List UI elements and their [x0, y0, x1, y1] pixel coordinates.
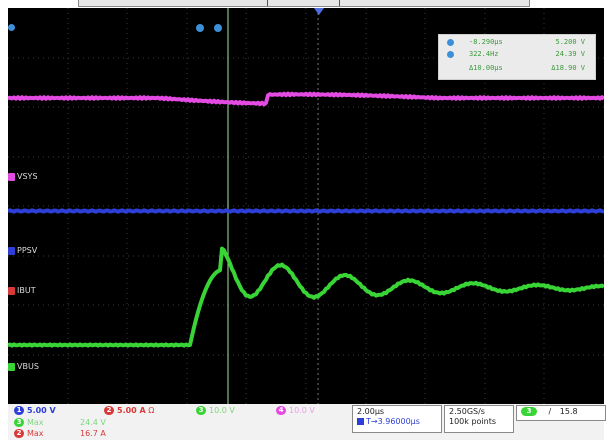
- ch3-scale-readout[interactable]: 3 10.0 V: [196, 406, 235, 415]
- measurement-2-value: 16.7 A: [80, 429, 106, 438]
- cursor-a-marker[interactable]: [196, 24, 204, 32]
- ch2-badge: 2: [104, 406, 114, 415]
- ch4-scale: 10.0 V: [289, 406, 315, 415]
- acquisition-readout[interactable]: 2.50GS/s 100k points: [444, 405, 514, 433]
- trigger-position-marker[interactable]: [314, 8, 324, 15]
- cursor-delta-time: Δ10.00µs: [469, 64, 503, 72]
- ch2-indicator-icon: [8, 286, 15, 295]
- sample-rate: 2.50GS/s: [449, 407, 485, 416]
- timebase-position-icon: [357, 418, 364, 425]
- cursor-a-value: 5.200 V: [555, 38, 585, 46]
- ch2-scale: 5.00 A: [117, 406, 146, 415]
- trigger-level: 15.8: [559, 407, 578, 416]
- ch1-indicator-icon: [8, 246, 15, 255]
- ch1-waveform-ppsv: [8, 208, 604, 214]
- ch3-scale: 10.0 V: [209, 406, 235, 415]
- cursor-readout-panel[interactable]: -8.290µs 5.200 V 322.4Hz 24.39 V Δ10.00µ…: [438, 34, 596, 80]
- trigger-readout[interactable]: 3 / 15.8: [516, 405, 606, 421]
- cursor-b-marker[interactable]: [214, 24, 222, 32]
- measurement-2-badge: 2: [14, 429, 24, 438]
- cursor-a-icon: [447, 38, 454, 46]
- ch2-termination-flag: Ω: [148, 406, 155, 415]
- cursor-readout-row-1: -8.290µs 5.200 V: [447, 37, 591, 48]
- vsys-label-text: VSYS: [17, 172, 38, 181]
- trigger-source-badge: 3: [521, 407, 537, 416]
- ch3-waveform-ibut: [8, 246, 604, 348]
- measurement-2-label: Max: [27, 429, 44, 438]
- timebase-readout[interactable]: 2.00µs T→3.96000µs: [352, 405, 442, 433]
- cursor-readout-row-2: 322.4Hz 24.39 V: [447, 49, 591, 60]
- ch3-badge: 3: [196, 406, 206, 415]
- cursor-b-time: 322.4Hz: [469, 50, 499, 58]
- record-window-marker: [267, 0, 268, 6]
- waveform-display[interactable]: T VSYS PPSV IBUT VBUS -8.290µs 5.200 V 3…: [8, 8, 604, 404]
- record-length: 100k points: [449, 417, 497, 426]
- ch4-badge: 4: [276, 406, 286, 415]
- measurement-1-label: Max: [27, 418, 44, 427]
- ch4-scale-readout[interactable]: 4 10.0 V: [276, 406, 315, 415]
- measurement-1-value: 24.4 V: [80, 418, 106, 427]
- ibut-label-text: IBUT: [17, 286, 36, 295]
- record-window-marker: [339, 0, 340, 6]
- left-edge-marker: [8, 24, 15, 31]
- ppsv-channel-label[interactable]: PPSV: [8, 246, 37, 256]
- vbus-channel-label[interactable]: VBUS: [8, 362, 39, 372]
- trigger-slope-icon: /: [548, 407, 552, 416]
- measurement-1[interactable]: 3 Max 24.4 V: [14, 418, 106, 427]
- ibut-channel-label[interactable]: IBUT: [8, 286, 36, 296]
- cursor-delta-value: Δ18.90 V: [551, 64, 585, 72]
- measurement-2[interactable]: 2 Max 16.7 A: [14, 429, 106, 438]
- ch4-waveform-vsys: [8, 91, 604, 107]
- ch1-scale-readout[interactable]: 1 5.00 V: [14, 406, 56, 415]
- timebase-position-text: T→3.96000µs: [366, 417, 420, 426]
- cursor-b-value: 24.39 V: [555, 50, 585, 58]
- ch3-indicator-icon: [8, 362, 15, 371]
- ch1-badge: 1: [14, 406, 24, 415]
- cursor-b-icon: [447, 50, 454, 58]
- cursor-readout-row-delta: Δ10.00µs Δ18.90 V: [447, 63, 591, 74]
- ch2-scale-readout[interactable]: 2 5.00 A Ω: [104, 406, 154, 415]
- vsys-channel-label[interactable]: VSYS: [8, 172, 38, 182]
- ppsv-label-text: PPSV: [17, 246, 38, 255]
- timebase-position: T→3.96000µs: [357, 417, 437, 427]
- record-position-strip[interactable]: [78, 0, 530, 7]
- timebase-scale: 2.00µs: [357, 407, 385, 416]
- cursor-a-time: -8.290µs: [469, 38, 503, 46]
- measurement-1-badge: 3: [14, 418, 24, 427]
- vbus-label-text: VBUS: [17, 362, 39, 371]
- status-bar: 1 5.00 V 2 5.00 A Ω 3 10.0 V 4 10.0 V 3 Max 2…: [8, 404, 606, 440]
- ch1-scale: 5.00 V: [27, 406, 56, 415]
- ch4-indicator-icon: [8, 172, 15, 181]
